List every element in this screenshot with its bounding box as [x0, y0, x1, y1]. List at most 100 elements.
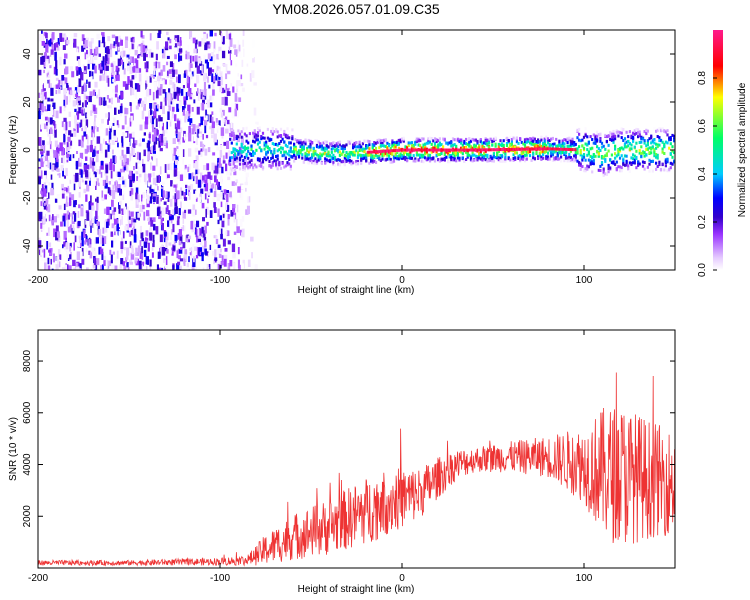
heatmap-cell	[38, 110, 41, 120]
heatmap-cell	[450, 158, 453, 162]
heatmap-cell	[114, 93, 118, 98]
heatmap-cell	[45, 61, 49, 68]
heatmap-cell	[94, 81, 98, 88]
heatmap-cell	[153, 189, 157, 197]
heatmap-cell	[230, 168, 233, 172]
heatmap-cell	[222, 146, 226, 154]
heatmap-cell	[205, 208, 207, 218]
heatmap-cell	[664, 130, 667, 134]
heatmap-cell	[43, 61, 46, 67]
heatmap-cell	[256, 138, 260, 142]
heatmap-cell	[116, 74, 120, 81]
heatmap-cell	[376, 140, 379, 144]
heatmap-cell	[632, 131, 635, 135]
heatmap-cell	[669, 161, 672, 165]
heatmap-cell	[152, 165, 156, 171]
heatmap-cell	[210, 150, 214, 159]
heatmap-cell	[512, 158, 515, 162]
heatmap-cell	[337, 162, 340, 166]
heatmap-cell	[333, 149, 337, 153]
heatmap-cell	[170, 198, 173, 207]
heatmap-cell	[175, 159, 178, 165]
heatmap-cell	[615, 167, 618, 171]
heatmap-cell	[172, 106, 175, 112]
heatmap-cell	[93, 126, 95, 134]
heatmap-cell	[162, 122, 164, 130]
heatmap-cell	[597, 147, 600, 151]
heatmap-cell	[535, 140, 538, 143]
heatmap-cell	[218, 103, 222, 108]
heatmap-cell	[107, 77, 110, 87]
heatmap-cell	[187, 104, 191, 114]
heatmap-cell	[38, 108, 41, 113]
heatmap-cell	[637, 163, 640, 167]
heatmap-cell	[312, 162, 315, 166]
heatmap-cell	[152, 217, 156, 222]
heatmap-cell	[276, 143, 279, 147]
heatmap-cell	[425, 158, 428, 162]
heatmap-cell	[651, 139, 654, 143]
heatmap-cell	[185, 235, 189, 242]
heatmap-cell	[604, 154, 607, 158]
heatmap-cell	[465, 150, 468, 154]
heatmap-cell	[265, 143, 268, 147]
heatmap-cell	[386, 149, 389, 153]
heatmap-cell	[622, 147, 625, 151]
heatmap-cell	[187, 235, 192, 240]
heatmap-cell	[71, 71, 75, 78]
heatmap-cell	[65, 242, 69, 250]
heatmap-cell	[527, 138, 530, 142]
heatmap-cell	[156, 207, 160, 216]
heatmap-cell	[79, 175, 82, 180]
heatmap-cell	[89, 157, 92, 165]
heatmap-cell	[38, 240, 42, 248]
heatmap-cell	[118, 205, 121, 214]
heatmap-cell	[142, 204, 145, 210]
heatmap-cell	[222, 118, 225, 123]
heatmap-cell	[228, 33, 232, 40]
heatmap-cell	[77, 85, 80, 93]
heatmap-cell	[120, 59, 124, 65]
heatmap-cell	[156, 190, 160, 196]
heatmap-cell	[122, 190, 125, 195]
heatmap-cell	[517, 147, 520, 151]
heatmap-cell	[438, 143, 441, 147]
heatmap-cell	[289, 146, 292, 150]
heatmap-cell	[64, 77, 68, 84]
heatmap-cell	[234, 154, 237, 158]
heatmap-cell	[528, 150, 532, 154]
heatmap-cell	[209, 244, 212, 250]
heatmap-cell	[620, 169, 623, 173]
heatmap-cell	[522, 150, 525, 154]
heatmap-cell	[50, 153, 54, 163]
heatmap-cell	[404, 148, 407, 152]
heatmap-cell	[278, 160, 281, 164]
heatmap-cell	[173, 169, 177, 177]
heatmap-cell	[499, 154, 502, 157]
heatmap-cell	[126, 54, 130, 60]
heatmap-cell	[240, 150, 243, 154]
heatmap-cell	[537, 140, 540, 144]
heatmap-cell	[455, 148, 458, 152]
heatmap-cell	[110, 170, 113, 179]
heatmap-cell	[361, 142, 364, 146]
heatmap-cell	[273, 151, 276, 155]
heatmap-cell	[618, 149, 622, 153]
heatmap-cell	[189, 247, 193, 251]
heatmap-cell	[381, 139, 384, 142]
heatmap-cell	[347, 158, 350, 162]
heatmap-cell	[178, 74, 181, 84]
heatmap-cell	[187, 116, 190, 122]
heatmap-cell	[202, 245, 206, 253]
heatmap-cell	[340, 160, 343, 164]
heatmap-cell	[293, 153, 296, 157]
heatmap-cell	[496, 153, 499, 157]
heatmap-cell	[553, 156, 556, 160]
heatmap-cell	[135, 67, 140, 73]
heatmap-cell	[57, 235, 61, 242]
heatmap-cell	[476, 146, 479, 150]
heatmap-cell	[131, 75, 135, 80]
heatmap-cell	[425, 148, 428, 152]
heatmap-cell	[147, 189, 150, 198]
heatmap-cell	[232, 86, 235, 93]
